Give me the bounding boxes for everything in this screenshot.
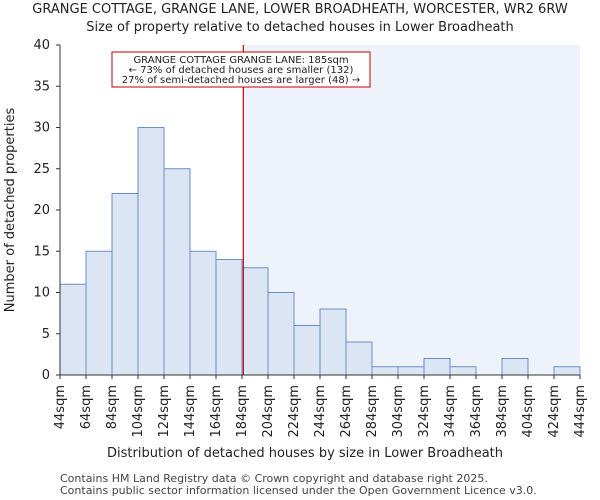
y-axis-ticks: 0 5 10 15 20 25 30 35 40 [33, 38, 60, 383]
x-tick-label: 184sqm [235, 385, 250, 438]
x-tick-label: 204sqm [261, 385, 276, 438]
highlight-region [243, 45, 581, 375]
y-tick-label: 30 [33, 121, 50, 136]
footer-line-1: Contains HM Land Registry data © Crown c… [60, 472, 488, 485]
annotation-line-1: GRANGE COTTAGE GRANGE LANE: 185sqm [133, 55, 348, 66]
x-tick-label: 424sqm [547, 385, 562, 438]
bar-64sqm [85, 250, 113, 376]
y-tick-label: 25 [33, 162, 50, 177]
bar-424sqm [553, 366, 581, 376]
y-tick-label: 35 [33, 79, 50, 94]
bar-384sqm [501, 358, 529, 376]
y-tick-label: 20 [33, 203, 50, 218]
bar-244sqm [319, 308, 347, 376]
x-tick-label: 384sqm [495, 385, 510, 438]
bar-184sqm [241, 267, 269, 376]
y-tick-label: 10 [33, 286, 50, 301]
x-tick-label: 364sqm [469, 385, 484, 438]
bar-224sqm [293, 325, 321, 376]
bar-144sqm [189, 250, 217, 376]
x-tick-label: 84sqm [105, 385, 120, 429]
x-tick-label: 224sqm [287, 385, 302, 438]
footer-line-2: Contains public sector information licen… [60, 484, 537, 497]
bar-344sqm [449, 366, 477, 376]
x-tick-label: 44sqm [53, 385, 68, 429]
annotation-line-2: ← 73% of detached houses are smaller (13… [129, 65, 354, 76]
annotation-box: GRANGE COTTAGE GRANGE LANE: 185sqm ← 73%… [111, 51, 371, 88]
bar-104sqm [137, 127, 165, 376]
chart-title: GRANGE COTTAGE, GRANGE LANE, LOWER BROAD… [32, 2, 568, 17]
x-tick-label: 284sqm [365, 385, 380, 438]
bar-324sqm [423, 358, 451, 376]
x-tick-label: 404sqm [521, 385, 536, 438]
x-tick-label: 164sqm [209, 385, 224, 438]
x-tick-label: 304sqm [391, 385, 406, 438]
chart-subtitle: Size of property relative to detached ho… [86, 20, 514, 35]
x-axis-ticks: 44sqm 64sqm 84sqm 104sqm 124sqm 144sqm 164sqm 1… [53, 375, 588, 438]
bar-84sqm [111, 193, 139, 376]
x-tick-label: 264sqm [339, 385, 354, 438]
y-tick-label: 15 [33, 244, 50, 259]
x-tick-label: 444sqm [573, 385, 588, 438]
y-axis-label: Number of detached properties [3, 108, 18, 313]
bar-264sqm [345, 341, 373, 376]
x-tick-label: 344sqm [443, 385, 458, 438]
annotation-border [111, 51, 371, 88]
y-tick-label: 0 [42, 368, 50, 383]
x-tick-label: 124sqm [157, 385, 172, 438]
x-tick-label: 244sqm [313, 385, 328, 438]
x-axis-label: Distribution of detached houses by size … [107, 446, 503, 461]
x-tick-label: 104sqm [131, 385, 146, 438]
bars-group [59, 127, 581, 376]
bar-284sqm [371, 366, 399, 376]
annotation-line-3: 27% of semi-detached houses are larger (… [122, 75, 360, 86]
bar-124sqm [163, 168, 191, 376]
bar-164sqm [215, 259, 243, 376]
x-tick-label: 324sqm [417, 385, 432, 438]
y-tick-label: 5 [42, 327, 50, 342]
x-tick-label: 64sqm [79, 385, 94, 429]
y-tick-label: 40 [33, 38, 50, 53]
bar-304sqm [397, 366, 425, 376]
bar-204sqm [267, 292, 295, 376]
bar-44sqm [59, 283, 87, 376]
x-tick-label: 144sqm [183, 385, 198, 438]
